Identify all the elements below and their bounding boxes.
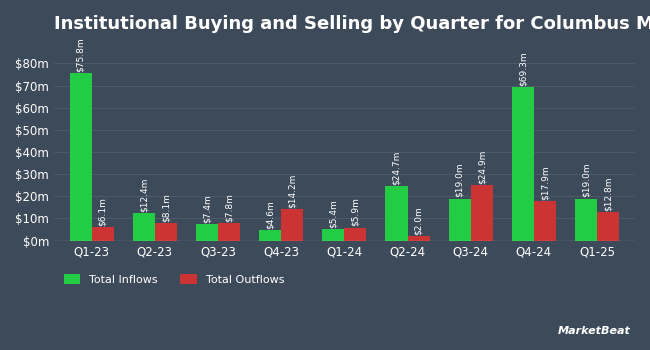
Text: $14.2m: $14.2m [288,174,297,208]
Bar [408,236,430,240]
Text: $24.9m: $24.9m [477,150,486,184]
Bar [575,198,597,240]
Text: $75.8m: $75.8m [76,37,85,72]
Text: $2.0m: $2.0m [414,206,423,235]
Bar [597,212,619,240]
Bar [70,73,92,240]
Text: $7.8m: $7.8m [224,193,233,222]
Bar [471,186,493,240]
Bar [448,198,471,240]
Text: $6.1m: $6.1m [98,197,107,226]
Bar [322,229,344,240]
Bar [385,186,408,240]
Text: $69.3m: $69.3m [518,51,527,86]
Bar [218,223,240,240]
Text: $19.0m: $19.0m [455,163,464,197]
Text: $17.9m: $17.9m [540,165,549,200]
Legend: Total Inflows, Total Outflows: Total Inflows, Total Outflows [59,270,289,289]
Text: $5.4m: $5.4m [329,199,338,228]
Text: $4.6m: $4.6m [266,201,275,229]
Text: $19.0m: $19.0m [582,163,591,197]
Text: $12.4m: $12.4m [139,178,148,212]
Text: $24.7m: $24.7m [392,150,401,185]
Bar [92,227,114,240]
Text: MarketBeat: MarketBeat [558,326,630,336]
Bar [281,209,304,240]
Bar [196,224,218,240]
Bar [344,228,367,240]
Bar [155,223,177,240]
Bar [259,230,281,240]
Text: Institutional Buying and Selling by Quarter for Columbus McKinnon: Institutional Buying and Selling by Quar… [54,15,650,33]
Bar [133,213,155,240]
Text: $7.4m: $7.4m [202,194,211,223]
Text: $8.1m: $8.1m [161,193,170,222]
Text: $12.8m: $12.8m [604,177,613,211]
Text: $5.9m: $5.9m [351,197,360,226]
Bar [534,201,556,240]
Bar [512,87,534,240]
